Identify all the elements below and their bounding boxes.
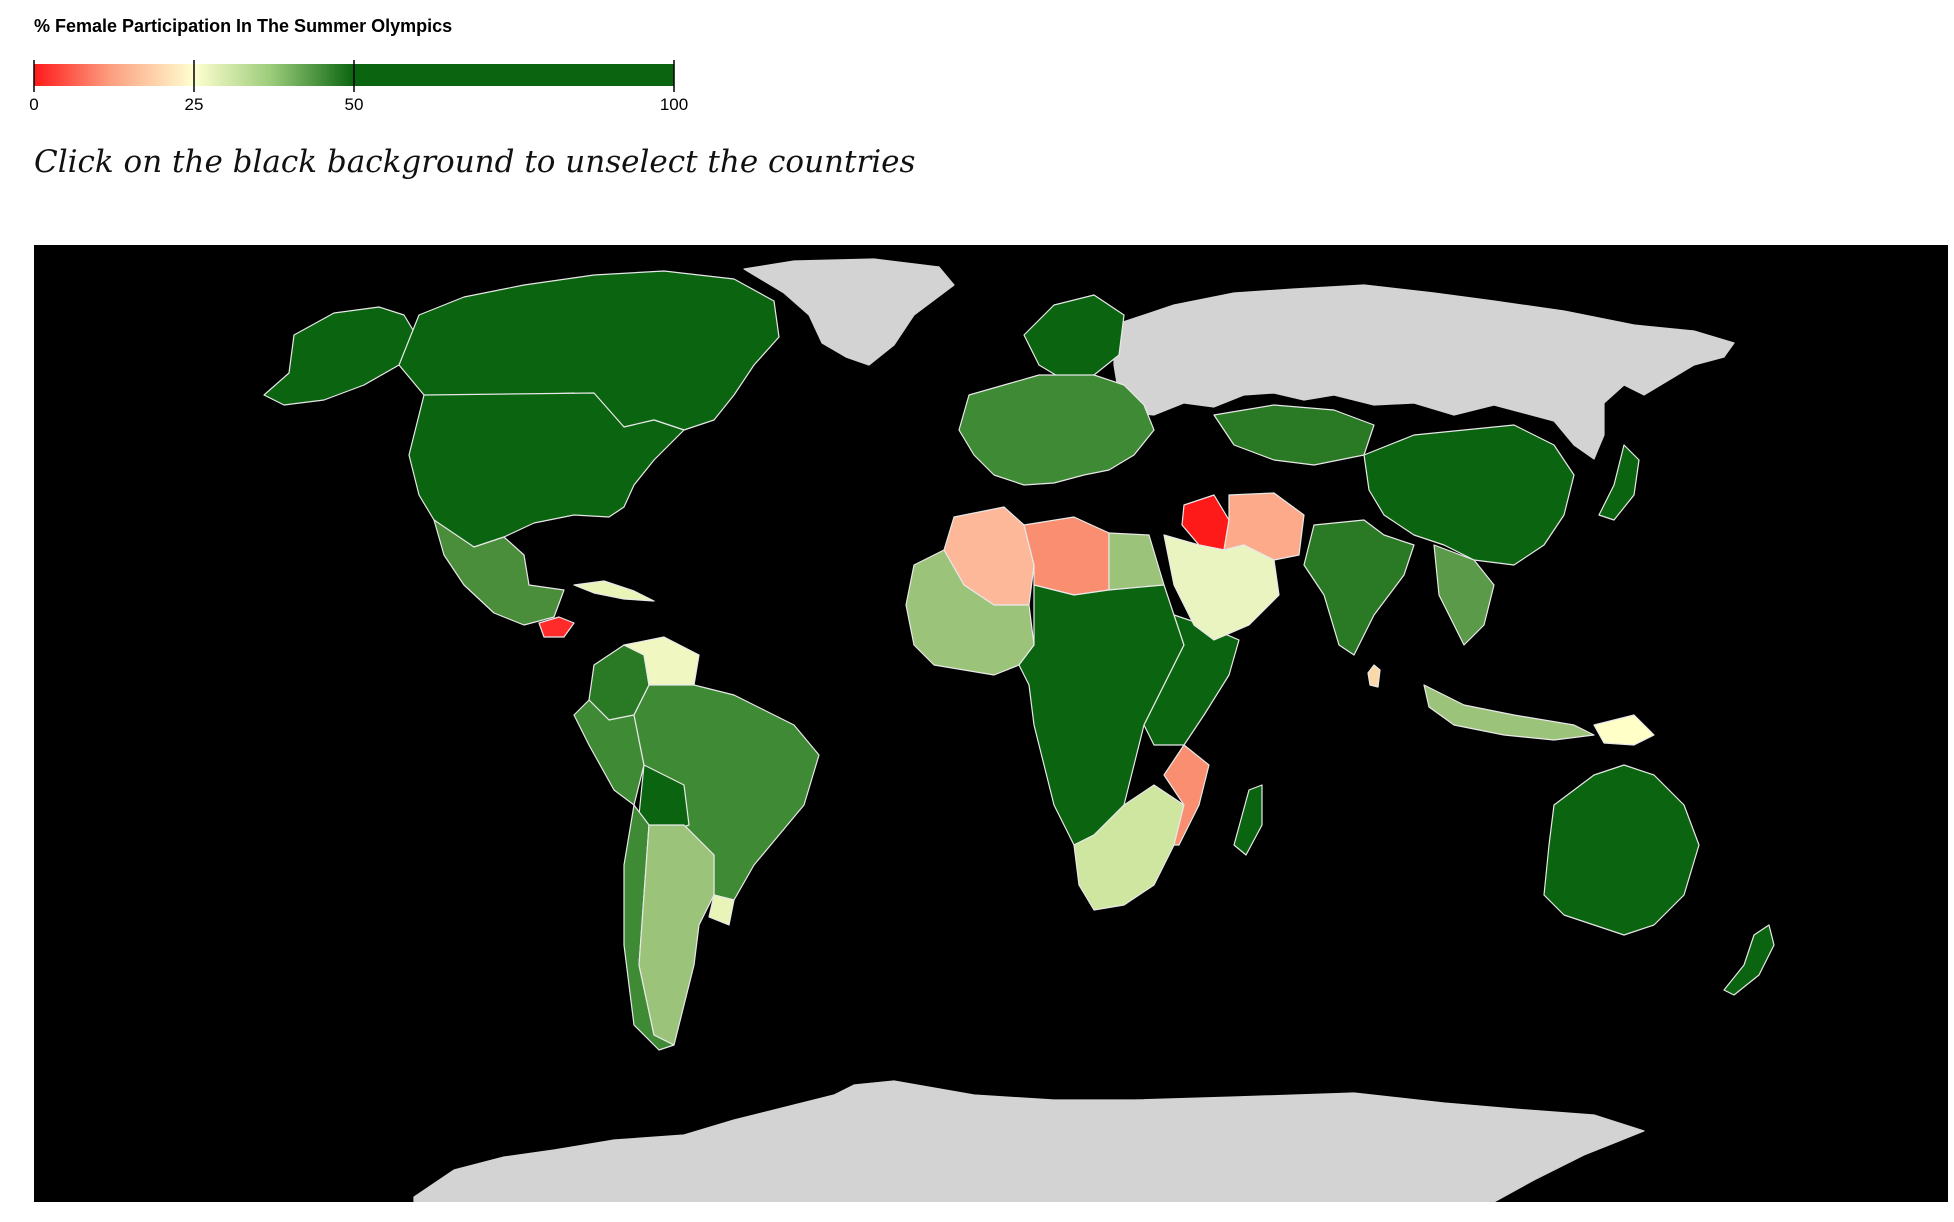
legend-tick-label-0: 0 (29, 95, 38, 114)
country-sri-lanka[interactable] (1367, 664, 1381, 688)
country-scandinavia[interactable] (1023, 294, 1125, 381)
country-china[interactable] (1363, 424, 1575, 566)
country-madagascar[interactable] (1233, 784, 1263, 856)
country-saudi-arabia[interactable] (1163, 534, 1280, 641)
country-russia[interactable] (1113, 284, 1735, 460)
country-australia[interactable] (1543, 764, 1700, 936)
legend-tick-label-100: 100 (660, 95, 688, 114)
legend-title: % Female Participation In The Summer Oly… (34, 16, 453, 36)
country-alaska[interactable] (263, 306, 420, 406)
country-japan[interactable] (1598, 444, 1640, 521)
country-antarctica[interactable] (413, 1080, 1645, 1202)
color-legend: % Female Participation In The Summer Oly… (29, 16, 754, 114)
legend-tick-label-25: 25 (185, 95, 204, 114)
country-kazakhstan[interactable] (1213, 404, 1375, 466)
country-southeast-asia[interactable] (1433, 544, 1495, 646)
country-india[interactable] (1303, 519, 1415, 656)
country-indonesia[interactable] (1423, 684, 1595, 741)
world-map (263, 258, 1775, 1202)
instruction-text: Click on the black background to unselec… (34, 144, 916, 180)
country-papua-new-guinea[interactable] (1593, 714, 1655, 746)
country-united-states[interactable] (408, 392, 685, 548)
country-egypt[interactable] (1108, 532, 1165, 591)
country-libya[interactable] (1023, 516, 1110, 596)
legend-tick-label-50: 50 (345, 95, 364, 114)
map-background[interactable] (34, 245, 1948, 1202)
country-honduras[interactable] (538, 616, 575, 638)
country-greenland[interactable] (743, 258, 955, 366)
country-argentina[interactable] (638, 824, 715, 1046)
country-europe[interactable] (958, 374, 1155, 486)
country-uruguay[interactable] (708, 894, 735, 926)
country-cuba[interactable] (573, 580, 655, 602)
country-mozambique[interactable] (1163, 744, 1210, 846)
country-mexico[interactable] (433, 519, 565, 626)
legend-scale: 0 25 50 100 (29, 60, 688, 114)
country-new-zealand[interactable] (1723, 924, 1775, 996)
